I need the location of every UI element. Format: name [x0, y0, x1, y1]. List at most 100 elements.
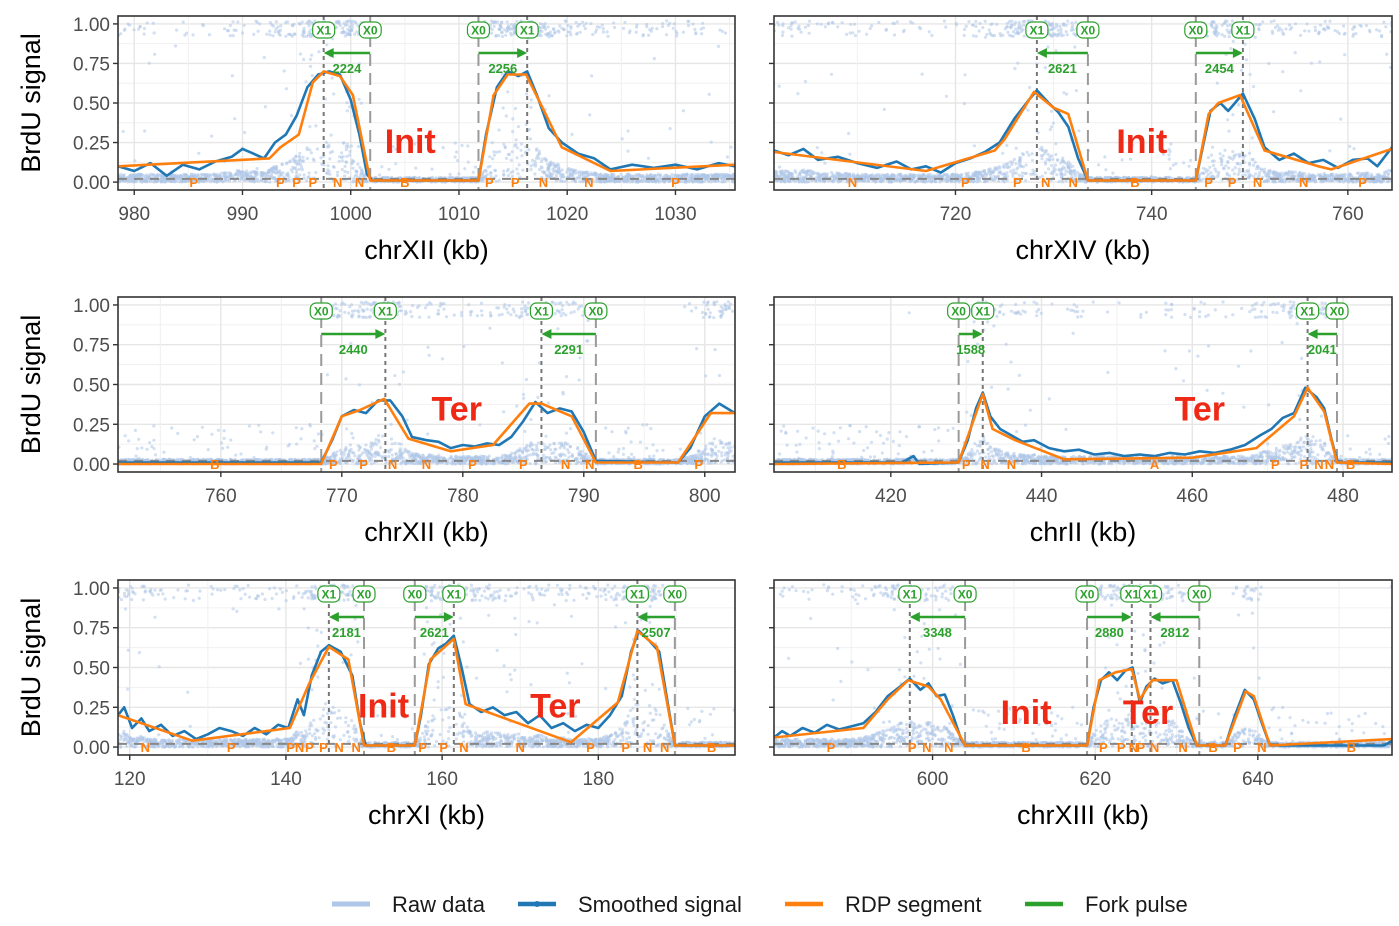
raw-point: [132, 28, 136, 32]
raw-point: [133, 159, 137, 163]
raw-point: [598, 180, 602, 184]
raw-point: [340, 151, 344, 155]
raw-point: [558, 24, 562, 28]
raw-point: [337, 20, 341, 24]
raw-point: [521, 168, 525, 172]
raw-point: [304, 80, 308, 84]
raw-point: [270, 170, 274, 174]
raw-point: [343, 34, 347, 38]
segment-class-label: P: [1358, 175, 1367, 190]
raw-point: [719, 176, 723, 180]
raw-point: [133, 179, 137, 183]
raw-point: [1264, 173, 1268, 177]
raw-point: [626, 149, 630, 153]
raw-point: [1201, 166, 1205, 170]
raw-point: [280, 162, 284, 167]
raw-point: [504, 156, 509, 160]
raw-point: [228, 34, 232, 38]
raw-point: [1026, 108, 1030, 112]
raw-point: [343, 174, 347, 178]
raw-point: [683, 174, 688, 178]
raw-point: [534, 164, 538, 168]
raw-point: [511, 178, 515, 182]
raw-point: [233, 117, 237, 121]
raw-point: [664, 173, 669, 177]
raw-point: [902, 175, 906, 179]
raw-point: [352, 177, 356, 181]
raw-point: [1169, 142, 1173, 146]
raw-point: [1228, 31, 1232, 35]
raw-point: [1083, 180, 1087, 184]
segment-class-label: N: [584, 175, 593, 190]
raw-point: [346, 19, 350, 23]
raw-point: [359, 172, 363, 176]
raw-point: [313, 19, 317, 23]
raw-point: [551, 168, 555, 172]
raw-point: [506, 173, 511, 178]
raw-point: [1051, 157, 1055, 161]
raw-point: [155, 179, 159, 183]
raw-point: [1011, 174, 1015, 178]
raw-point: [1046, 45, 1050, 49]
raw-point: [354, 169, 359, 174]
raw-point: [954, 21, 958, 25]
raw-point: [691, 22, 695, 26]
raw-point: [134, 174, 138, 178]
raw-point: [799, 30, 803, 34]
raw-point: [276, 25, 280, 29]
raw-point: [544, 32, 548, 36]
raw-point: [1201, 177, 1205, 181]
raw-point: [1341, 24, 1346, 28]
raw-point: [231, 34, 235, 38]
x-tick-label: 980: [118, 204, 150, 225]
raw-point: [187, 179, 191, 183]
raw-point: [325, 373, 329, 377]
raw-point: [492, 24, 496, 28]
raw-point: [640, 174, 644, 179]
raw-point: [1251, 163, 1256, 167]
raw-point: [595, 25, 599, 29]
raw-point: [334, 25, 338, 29]
raw-point: [805, 180, 810, 184]
raw-point: [394, 147, 398, 151]
raw-point: [1009, 23, 1014, 27]
raw-point: [796, 92, 800, 96]
raw-point: [1006, 30, 1010, 34]
raw-point: [831, 179, 835, 183]
raw-point: [297, 167, 301, 171]
raw-point: [507, 152, 511, 156]
segment-class-label: P: [511, 175, 520, 190]
segment-class-label: N: [355, 175, 364, 190]
raw-point: [1001, 151, 1005, 155]
raw-point: [341, 26, 345, 30]
raw-point: [801, 170, 805, 174]
raw-point: [1066, 19, 1070, 23]
raw-point: [175, 28, 179, 32]
raw-point: [552, 27, 556, 31]
raw-point: [1021, 20, 1025, 24]
raw-point: [358, 62, 362, 66]
raw-point: [1008, 19, 1012, 24]
raw-point: [1069, 169, 1073, 173]
fork-tag-x0: X0: [471, 24, 486, 38]
raw-point: [320, 162, 324, 166]
raw-point: [625, 177, 629, 181]
raw-point: [690, 172, 694, 176]
raw-point: [789, 23, 793, 28]
raw-point: [155, 173, 159, 177]
raw-point: [1168, 149, 1172, 154]
raw-point: [893, 173, 897, 178]
raw-point: [446, 176, 450, 180]
raw-point: [1313, 179, 1318, 183]
raw-point: [1305, 22, 1309, 26]
raw-point: [399, 176, 403, 180]
x-tick-label: 1000: [330, 204, 372, 225]
y-tick-label: 0.50: [73, 94, 110, 115]
raw-point: [716, 44, 721, 49]
raw-point: [126, 22, 130, 26]
raw-point: [328, 151, 332, 155]
raw-point: [1251, 85, 1256, 89]
raw-point: [236, 20, 240, 24]
raw-point: [505, 26, 510, 30]
raw-point: [502, 28, 507, 32]
